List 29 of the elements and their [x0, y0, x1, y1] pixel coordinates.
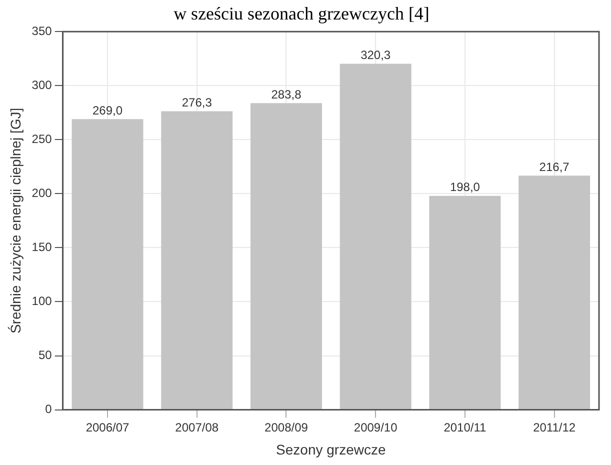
- x-tick-label: 2006/07: [86, 420, 130, 434]
- x-tick-label: 2011/12: [533, 420, 576, 434]
- y-axis-title: Średnie zużycie energii cieplnej [GJ]: [7, 108, 24, 334]
- y-tick-label: 250: [32, 132, 52, 146]
- y-tick-label: 150: [32, 240, 52, 254]
- y-tick-label: 0: [45, 402, 52, 416]
- x-tick-label: 2008/09: [264, 420, 308, 434]
- bar: [518, 176, 590, 410]
- bar: [429, 196, 501, 410]
- y-tick-label: 200: [32, 186, 52, 200]
- x-tick-label: 2009/10: [354, 420, 398, 434]
- data-label: 216,7: [539, 160, 570, 174]
- x-tick-label: 2010/11: [444, 420, 487, 434]
- bar: [161, 111, 233, 410]
- y-tick-label: 100: [32, 294, 52, 308]
- y-tick-label: 50: [38, 348, 52, 362]
- data-label: 198,0: [450, 180, 480, 194]
- bar: [250, 103, 322, 410]
- data-label: 283,8: [271, 87, 302, 102]
- bar: [72, 119, 144, 410]
- bar: [340, 64, 412, 410]
- y-tick-label: 300: [32, 78, 52, 92]
- data-label: 276,3: [182, 96, 212, 110]
- x-tick-label: 2007/08: [175, 420, 219, 434]
- y-tick-label: 350: [32, 24, 52, 38]
- chart-title: w sześciu sezonach grzewczych [4]: [174, 4, 430, 24]
- x-axis-title: Sezony grzewcze: [276, 441, 386, 458]
- data-label: 269,0: [92, 103, 123, 118]
- data-label: 320,3: [360, 48, 391, 62]
